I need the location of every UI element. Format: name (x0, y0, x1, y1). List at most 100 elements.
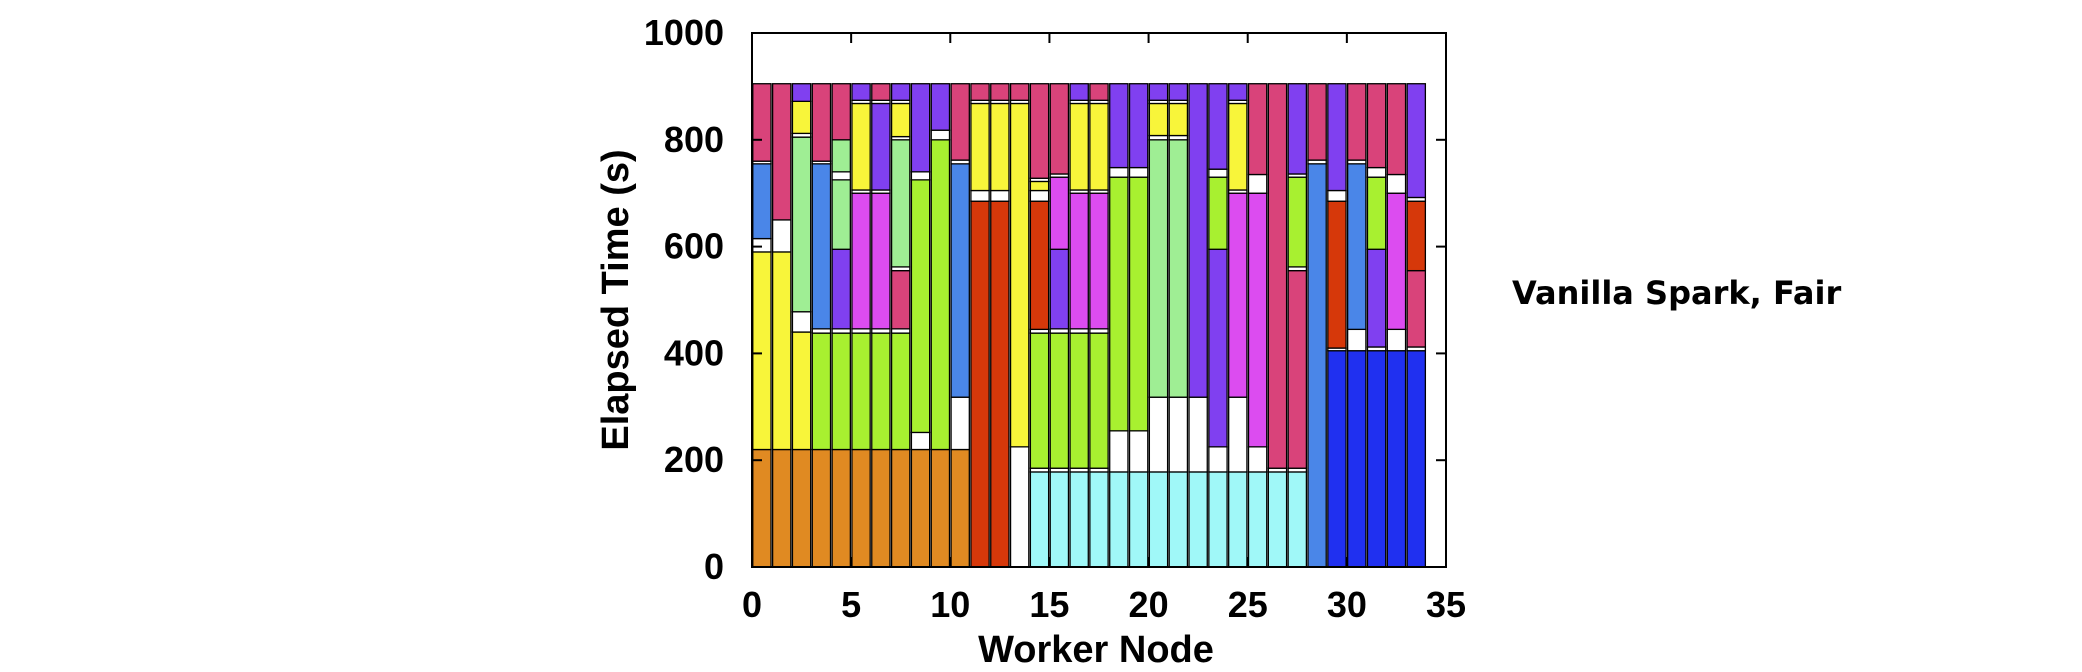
bar-segment (871, 102, 891, 191)
bar-segment (791, 136, 812, 313)
bar-segment (930, 129, 951, 141)
bar-node-15 (1049, 83, 1070, 568)
bar-node-10 (950, 83, 970, 568)
bar-segment (990, 200, 1010, 568)
bar-segment (791, 311, 812, 333)
bar-node-33 (1406, 83, 1427, 568)
bar-segment (910, 171, 931, 181)
bar-segment (1049, 176, 1070, 250)
bar-segment (1228, 83, 1248, 101)
bar-segment (871, 192, 891, 330)
bar-node-17 (1089, 83, 1109, 568)
bar-segment (831, 248, 851, 330)
bar-segment (1307, 163, 1327, 568)
bar-segment (1168, 396, 1189, 473)
bar-segment (1406, 350, 1427, 568)
bar-segment (851, 83, 871, 101)
bar-segment (831, 171, 851, 181)
bar-segment (1049, 248, 1070, 330)
bar-node-11 (970, 83, 990, 568)
bar-segment (791, 83, 812, 103)
bar-segment (1128, 430, 1149, 473)
bar-segment (1029, 83, 1050, 179)
bar-segment (1109, 430, 1129, 473)
bar-segment (871, 448, 891, 568)
bar-segment (910, 431, 931, 451)
axis-ticks: 0 200 400 600 800 1000 0 5 10 15 20 25 30 35 (644, 12, 1466, 625)
bar-segment (1208, 83, 1228, 170)
bar-segment (1228, 102, 1248, 191)
bar-node-22 (1188, 83, 1208, 568)
bar-segment (1089, 83, 1109, 101)
bar-segment (1148, 102, 1169, 137)
bar-node-30 (1347, 83, 1367, 568)
bar-node-25 (1247, 83, 1268, 568)
bar-segment (811, 332, 832, 451)
bar-node-16 (1069, 83, 1089, 568)
bar-segment (771, 448, 792, 568)
bar-segment (831, 83, 851, 141)
bar-segment (1406, 200, 1427, 272)
bar-node-31 (1366, 83, 1387, 568)
bars-layer (752, 83, 1427, 568)
bar-segment (1228, 471, 1248, 568)
bar-node-26 (1267, 83, 1288, 568)
bar-segment (1406, 269, 1427, 348)
y-axis-label: Elapsed Time (s) (595, 149, 637, 450)
x-tick-label: 10 (930, 584, 970, 625)
bar-node-28 (1307, 83, 1327, 568)
bar-node-21 (1168, 83, 1189, 568)
bar-segment (1228, 192, 1248, 398)
bar-segment (1267, 83, 1288, 469)
bar-segment (1347, 83, 1367, 161)
y-tick-label: 1000 (644, 12, 724, 53)
bar-node-24 (1228, 83, 1248, 568)
bar-segment (1109, 471, 1129, 568)
x-tick-label: 15 (1029, 584, 1069, 625)
bar-segment (970, 102, 990, 192)
bar-segment (811, 163, 832, 330)
bar-segment (752, 251, 772, 451)
bar-segment (811, 448, 832, 568)
bar-segment (871, 332, 891, 451)
bar-segment (1029, 200, 1050, 331)
bar-segment (930, 139, 951, 451)
bar-segment (1168, 83, 1189, 101)
bar-node-6 (871, 83, 891, 568)
bar-segment (1188, 83, 1208, 398)
bar-segment (1208, 471, 1228, 568)
bar-segment (1386, 173, 1407, 194)
bar-segment (1386, 192, 1407, 331)
bar-node-3 (811, 83, 832, 568)
bar-segment (1347, 328, 1367, 352)
bar-segment (1267, 471, 1288, 568)
y-tick-label: 800 (664, 119, 724, 160)
bar-segment (1148, 83, 1169, 101)
bar-segment (752, 237, 772, 253)
bar-segment (1128, 471, 1149, 568)
bar-segment (1247, 192, 1268, 448)
bar-segment (831, 179, 851, 250)
bar-segment (1148, 396, 1169, 473)
bar-segment (771, 83, 792, 221)
bar-segment (1406, 83, 1427, 199)
bar-segment (950, 163, 970, 398)
bar-segment (1009, 83, 1030, 101)
bar-segment (1247, 83, 1268, 176)
bar-segment (1049, 83, 1070, 175)
bar-segment (1188, 471, 1208, 568)
bar-node-32 (1386, 83, 1407, 568)
bar-segment (1228, 396, 1248, 473)
bar-node-8 (910, 83, 931, 568)
bar-segment (1148, 139, 1169, 398)
bar-segment (831, 139, 851, 173)
bar-segment (910, 83, 931, 173)
bar-node-1 (771, 83, 792, 568)
bar-segment (1327, 350, 1347, 568)
bar-segment (1109, 83, 1129, 169)
bar-segment (1009, 102, 1030, 448)
bar-segment (1287, 471, 1308, 568)
bar-segment (1049, 332, 1070, 469)
y-tick-label: 600 (664, 226, 724, 267)
bar-segment (1208, 248, 1228, 448)
